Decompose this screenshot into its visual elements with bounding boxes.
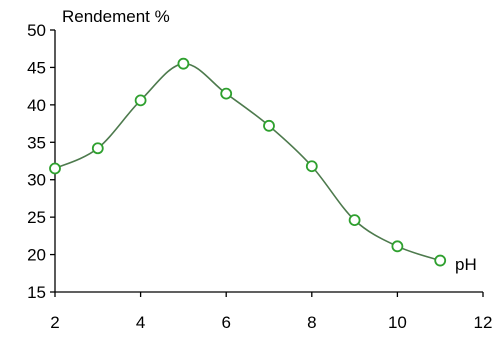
x-tick-label: 2: [50, 313, 59, 332]
series-line: [54, 62, 441, 262]
data-point: [305, 160, 318, 173]
x-tick-label: 10: [388, 313, 407, 332]
x-axis-label: pH: [455, 255, 477, 274]
y-tick-label: 20: [27, 246, 46, 265]
y-tick-label: 25: [27, 208, 46, 227]
y-axis-label: Rendement %: [62, 7, 170, 26]
data-point: [177, 57, 190, 70]
data-point: [220, 87, 233, 100]
y-tick-label: 35: [27, 133, 46, 152]
data-point: [391, 240, 404, 253]
data-point: [348, 214, 361, 227]
data-point: [434, 254, 447, 267]
data-point: [49, 162, 61, 175]
axes: [54, 30, 483, 293]
y-tick-label: 15: [27, 283, 46, 302]
data-point: [91, 142, 104, 155]
x-tick-label: 8: [307, 313, 316, 332]
y-tick-label: 45: [27, 58, 46, 77]
x-tick-label: 4: [136, 313, 145, 332]
ticks: 15 20 25 30 35 40 45 50 2 4 6 8 10 12: [27, 21, 492, 332]
x-tick-label: 12: [474, 313, 493, 332]
data-point: [263, 119, 275, 132]
data-point: [134, 94, 147, 107]
x-tick-label: 6: [221, 313, 230, 332]
y-tick-label: 50: [27, 21, 46, 40]
series: [49, 57, 447, 267]
y-tick-label: 30: [27, 171, 46, 190]
y-tick-label: 40: [27, 96, 46, 115]
